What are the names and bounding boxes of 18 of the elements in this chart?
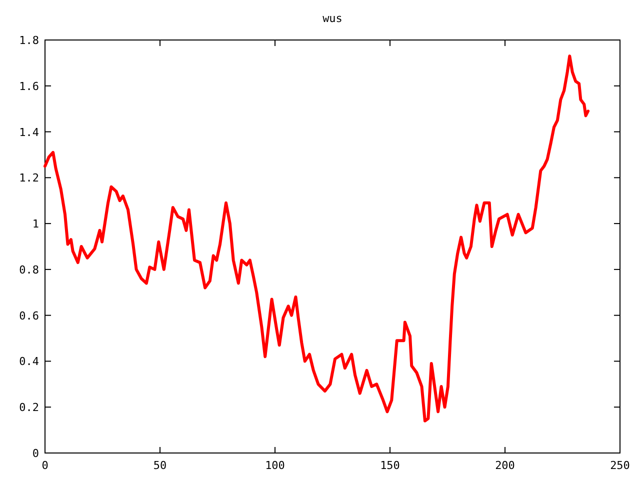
y-tick-label: 0 [32, 447, 39, 460]
y-tick-label: 1.6 [19, 80, 39, 93]
chart-title: wus [322, 12, 342, 25]
y-tick-label: 1 [32, 218, 39, 231]
y-tick-label: 0.2 [19, 401, 39, 414]
x-tick-label: 150 [380, 459, 400, 472]
y-tick-label: 0.6 [19, 309, 39, 322]
line-series [44, 54, 590, 422]
y-tick-label: 1.4 [19, 126, 40, 139]
x-tick-label: 0 [42, 459, 48, 472]
x-tick-label: 250 [610, 459, 630, 472]
x-tick-label: 200 [495, 459, 515, 472]
y-tick-label: 1.2 [19, 172, 39, 185]
y-tick-label: 0.8 [19, 263, 39, 276]
y-tick-label: 0.4 [19, 355, 40, 368]
y-tick-label: 1.8 [19, 34, 39, 47]
x-tick-label: 50 [153, 459, 167, 472]
x-tick-label: 100 [265, 459, 285, 472]
